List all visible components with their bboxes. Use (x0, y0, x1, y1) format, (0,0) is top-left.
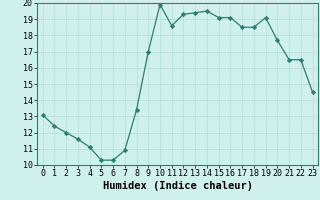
X-axis label: Humidex (Indice chaleur): Humidex (Indice chaleur) (103, 181, 252, 191)
